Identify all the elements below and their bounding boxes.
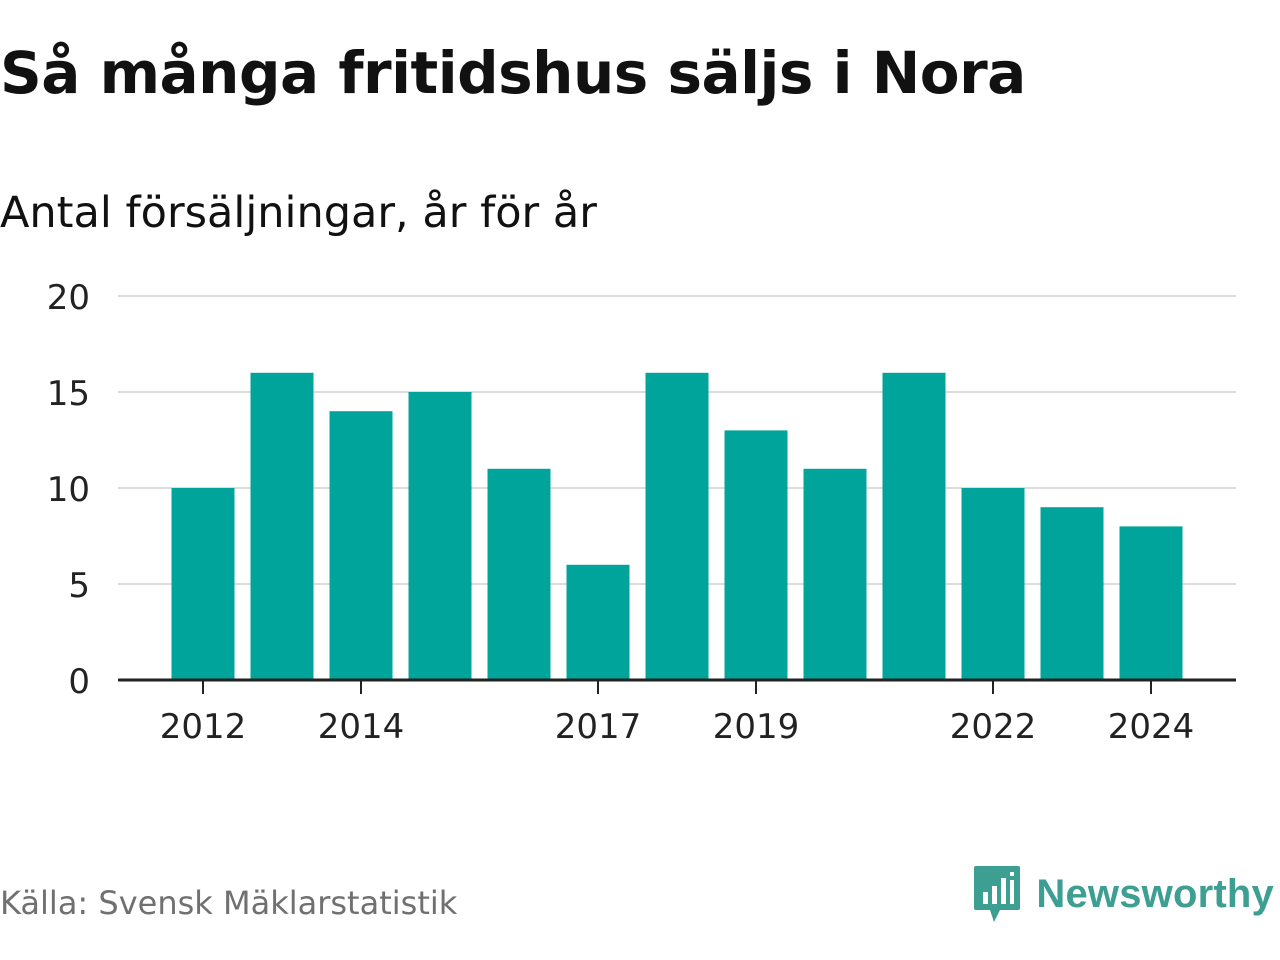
source-note: Källa: Svensk Mäklarstatistik [0, 884, 458, 922]
x-tick-label: 2012 [160, 707, 247, 747]
x-tick-label: 2017 [555, 707, 642, 747]
x-tick-label: 2022 [950, 707, 1037, 747]
bar-2017 [566, 564, 630, 680]
y-tick-label: 10 [47, 470, 90, 510]
chart-subtitle: Antal försäljningar, år för år [0, 188, 597, 238]
y-tick-label: 20 [47, 278, 90, 318]
axes: 0 5 10 15 20 2012 2014 2017 2019 2022 2024 [47, 278, 1236, 747]
x-tick-label: 2024 [1108, 707, 1195, 747]
bars [171, 372, 1183, 680]
bar-2020 [803, 468, 867, 680]
bar-2024 [1119, 526, 1183, 680]
x-tick-label: 2014 [318, 707, 405, 747]
chart-title: Så många fritidshus säljs i Nora [0, 39, 1026, 107]
brand-logo[interactable]: Newsworthy [972, 864, 1274, 924]
y-tick-label: 5 [68, 566, 90, 606]
brand-name: Newsworthy [1036, 871, 1274, 916]
bar-2015 [408, 392, 472, 680]
bar-2021 [882, 372, 946, 680]
newsworthy-logo-icon [974, 866, 1021, 922]
bar-2022 [961, 488, 1025, 680]
bar-2019 [724, 430, 788, 680]
bar-2014 [329, 411, 393, 680]
y-tick-label: 0 [68, 662, 90, 702]
bar-2018 [645, 372, 709, 680]
bar-2023 [1040, 507, 1104, 680]
x-tick-label: 2019 [713, 707, 800, 747]
y-tick-label: 15 [47, 374, 90, 414]
bar-2016 [487, 468, 551, 680]
bar-2013 [250, 372, 314, 680]
bar-2012 [171, 488, 235, 680]
